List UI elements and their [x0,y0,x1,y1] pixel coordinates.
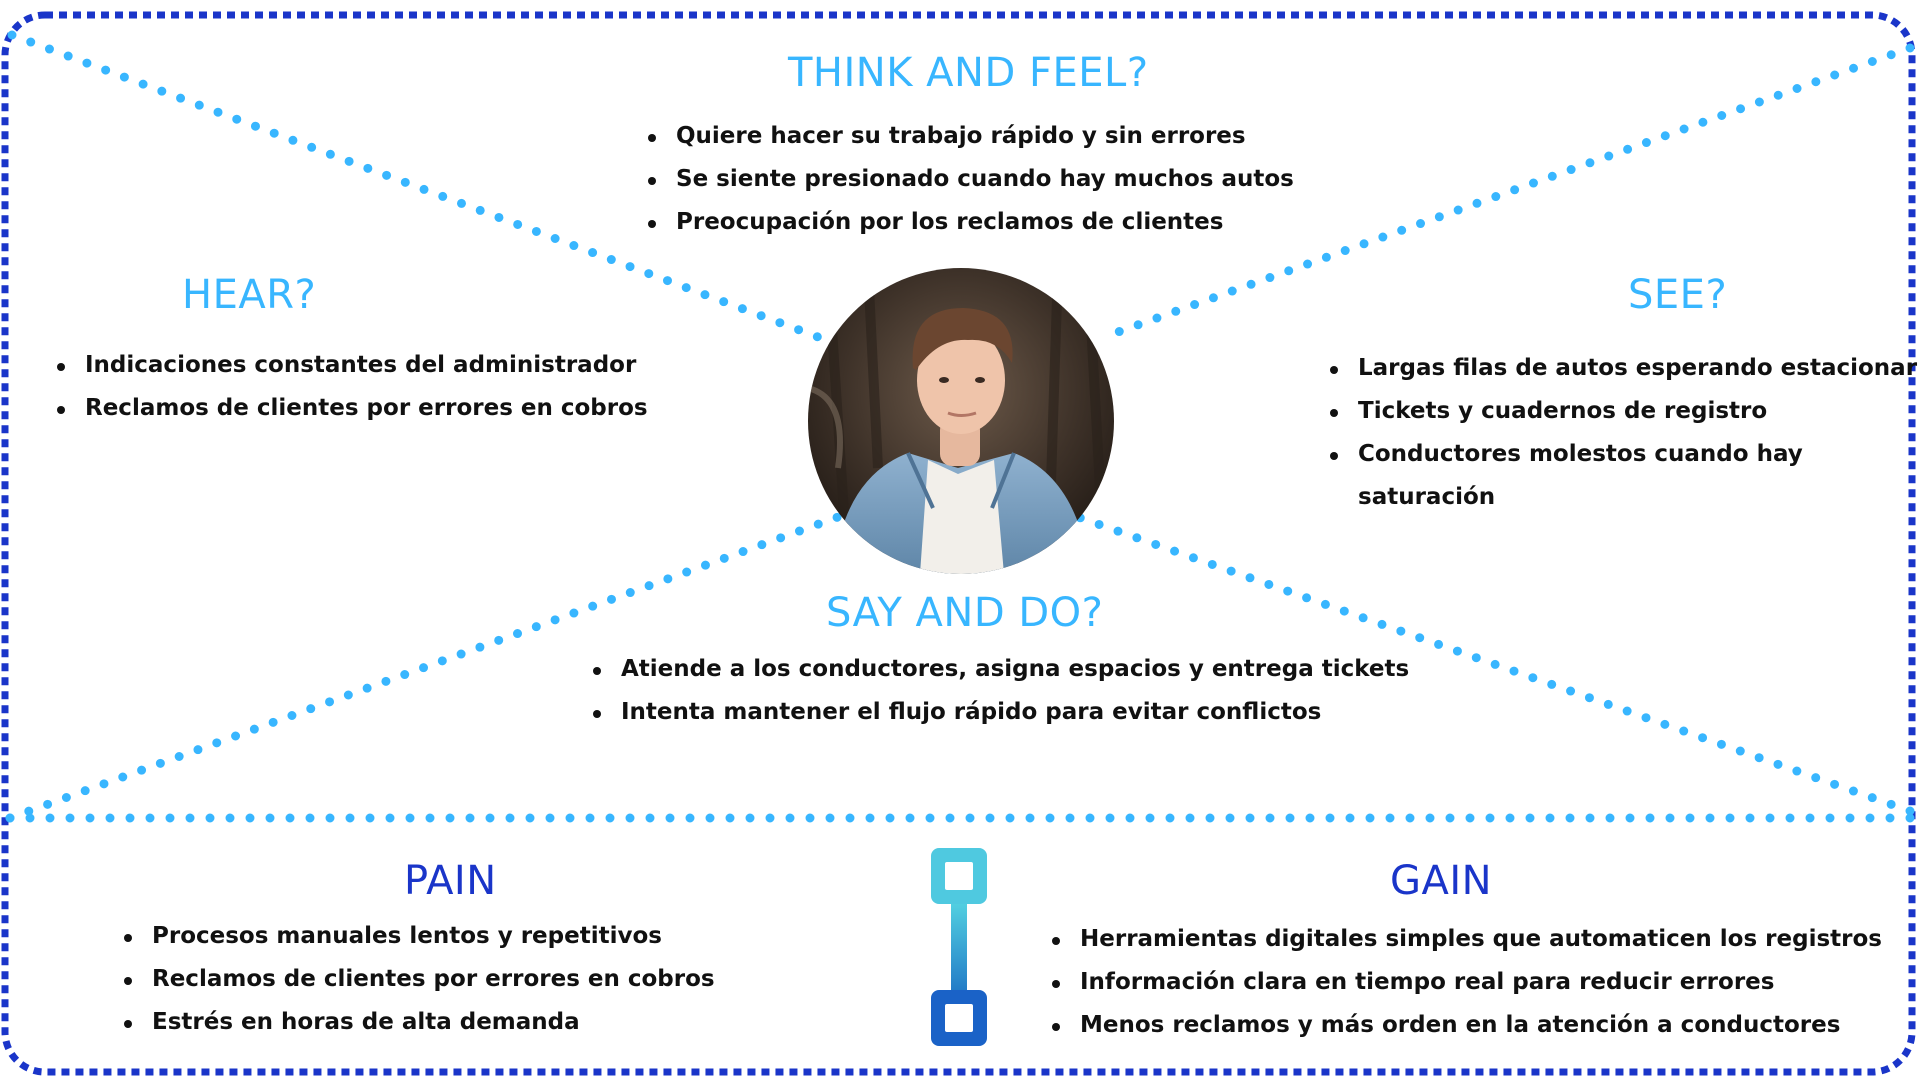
think-feel-item: Quiere hacer su trabajo rápido y sin err… [648,115,1294,158]
diagonal-top-left [7,30,823,342]
see-title: SEE? [1628,272,1728,318]
gain-title: GAIN [1390,858,1493,904]
think-feel-item: Preocupación por los reclamos de cliente… [648,201,1294,244]
connector-link-icon [931,848,987,1046]
see-item: Conductores molestos cuando hay saturaci… [1330,433,1828,519]
pain-title: PAIN [404,858,497,904]
pain-list: Procesos manuales lentos y repetitivos R… [124,915,715,1044]
see-item: Largas filas de autos esperando estacion… [1330,347,1918,390]
say-do-item: Atiende a los conductores, asigna espaci… [593,648,1409,691]
say-do-title: SAY AND DO? [826,590,1104,636]
think-feel-title: THINK AND FEEL? [788,50,1149,96]
hear-item: Reclamos de clientes por errores en cobr… [57,387,648,430]
pain-item: Reclamos de clientes por errores en cobr… [124,958,715,1001]
see-list: Largas filas de autos esperando estacion… [1330,347,1918,519]
hear-item: Indicaciones constantes del administrado… [57,344,648,387]
persona-avatar [808,268,1114,574]
diagonal-bottom-left [5,512,843,823]
hear-list: Indicaciones constantes del administrado… [57,344,648,430]
outer-dashed-border [1,11,1916,1076]
say-do-item: Intenta mantener el flujo rápido para ev… [593,691,1409,734]
pain-item: Procesos manuales lentos y repetitivos [124,915,715,958]
pain-item: Estrés en horas de alta demanda [124,1001,715,1044]
person-photo-avatar-icon [808,268,1114,574]
gain-item: Información clara en tiempo real para re… [1052,961,1882,1004]
gain-list: Herramientas digitales simples que autom… [1052,918,1882,1047]
see-item: Tickets y cuadernos de registro [1330,390,1918,433]
say-do-list: Atiende a los conductores, asigna espaci… [593,648,1409,734]
gain-item: Herramientas digitales simples que autom… [1052,918,1882,961]
hear-title: HEAR? [182,272,317,318]
gain-item: Menos reclamos y más orden en la atenció… [1052,1004,1882,1047]
diagonal-bottom-right [1073,512,1915,816]
think-feel-list: Quiere hacer su trabajo rápido y sin err… [648,115,1294,244]
think-feel-item: Se siente presionado cuando hay muchos a… [648,158,1294,201]
diagonal-top-right [1099,43,1915,342]
